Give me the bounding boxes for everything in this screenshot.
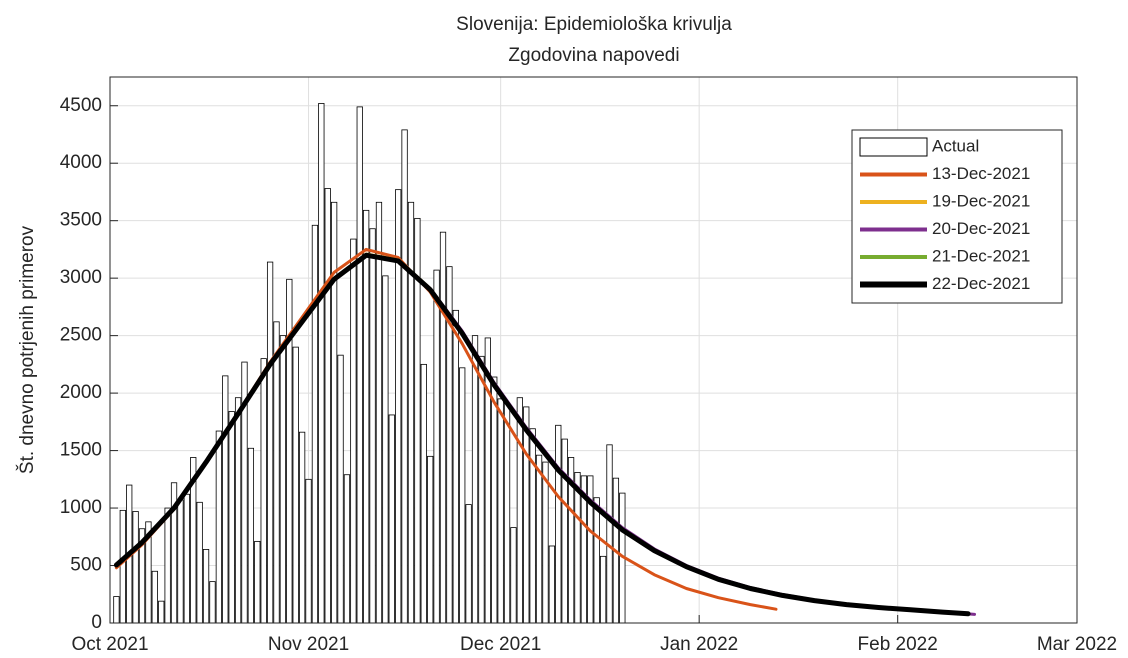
y-tick-label: 1000 — [60, 497, 102, 518]
bar — [356, 106, 363, 624]
bar — [574, 472, 581, 624]
y-axis-label: Št. dnevno potrjenih primerov — [16, 225, 38, 474]
bar — [459, 367, 466, 624]
bar — [395, 189, 402, 624]
y-tick-label: 0 — [91, 612, 102, 633]
bar — [420, 363, 427, 624]
bar — [298, 431, 306, 624]
bar — [113, 596, 120, 624]
chart-title: Slovenija: Epidemiološka krivulja — [456, 14, 732, 35]
bar — [471, 335, 479, 624]
bar — [247, 447, 255, 624]
bar — [535, 454, 543, 624]
bar — [465, 504, 472, 624]
x-tick-label: Jan 2022 — [660, 634, 738, 655]
bar — [350, 238, 357, 624]
bar — [228, 411, 235, 624]
bar — [599, 555, 607, 624]
bar — [202, 549, 210, 624]
bar — [273, 321, 280, 624]
line — [113, 252, 971, 617]
bar — [311, 224, 319, 624]
bar — [375, 201, 383, 624]
bar — [279, 335, 287, 624]
legend-label: 22-Dec-2021 — [932, 274, 1030, 293]
bar — [337, 354, 344, 624]
bar — [382, 275, 389, 624]
bar — [491, 376, 498, 624]
bar — [234, 397, 242, 624]
bar — [606, 444, 613, 624]
y-tick-label: 2500 — [60, 325, 102, 346]
bar — [318, 103, 325, 624]
x-tick-label: Oct 2021 — [71, 634, 148, 655]
bar — [266, 261, 274, 624]
bar — [119, 509, 126, 624]
bar — [260, 358, 267, 624]
legend-label: 21-Dec-2021 — [932, 246, 1030, 265]
bar — [593, 497, 600, 624]
y-tick-label: 4000 — [60, 152, 102, 173]
bar — [433, 269, 440, 624]
bar — [516, 397, 523, 624]
x-tick-label: Nov 2021 — [268, 634, 349, 655]
bar — [343, 474, 351, 624]
legend-swatch — [859, 137, 928, 157]
legend-label: 20-Dec-2021 — [932, 219, 1030, 238]
bar — [427, 455, 434, 624]
bar — [215, 430, 222, 624]
bar — [151, 570, 158, 624]
bar — [401, 129, 408, 624]
bar — [305, 478, 312, 624]
bar — [164, 507, 171, 624]
bar — [478, 355, 485, 624]
legend-label: 13-Dec-2021 — [932, 164, 1030, 183]
y-tick-label: 500 — [70, 555, 102, 576]
bar — [177, 499, 184, 624]
bar — [369, 228, 376, 624]
bar — [523, 406, 530, 624]
bar — [503, 403, 511, 624]
bar — [497, 398, 504, 624]
bar — [555, 424, 562, 624]
x-tick-label: Dec 2021 — [460, 634, 541, 655]
legend-label: 19-Dec-2021 — [932, 191, 1030, 210]
bar — [183, 493, 190, 624]
y-tick-label: 4500 — [60, 95, 102, 116]
x-tick-label: Mar 2022 — [1037, 634, 1117, 655]
x-tick-label: Feb 2022 — [858, 634, 938, 655]
bar — [292, 346, 299, 624]
bar — [439, 231, 447, 624]
bar — [158, 600, 165, 624]
bar — [331, 201, 338, 624]
bar — [388, 414, 395, 624]
bar — [542, 461, 549, 624]
y-tick-label: 1500 — [60, 440, 102, 461]
bar — [407, 201, 415, 624]
bar — [209, 581, 216, 624]
bar — [561, 438, 568, 624]
bar — [363, 209, 370, 624]
legend-label: Actual — [932, 136, 979, 155]
chart-subtitle: Zgodovina napovedi — [508, 45, 679, 66]
bar — [510, 527, 517, 624]
bar — [196, 501, 203, 624]
plot-frame — [109, 76, 1078, 624]
bar — [548, 545, 555, 624]
bar — [254, 540, 261, 624]
bar — [132, 511, 139, 624]
bar — [324, 188, 331, 624]
y-tick-label: 3000 — [60, 267, 102, 288]
bar — [222, 375, 229, 624]
y-tick-label: 2000 — [60, 382, 102, 403]
legend-box — [851, 129, 1063, 304]
y-tick-label: 3500 — [60, 210, 102, 231]
bar — [452, 309, 459, 624]
